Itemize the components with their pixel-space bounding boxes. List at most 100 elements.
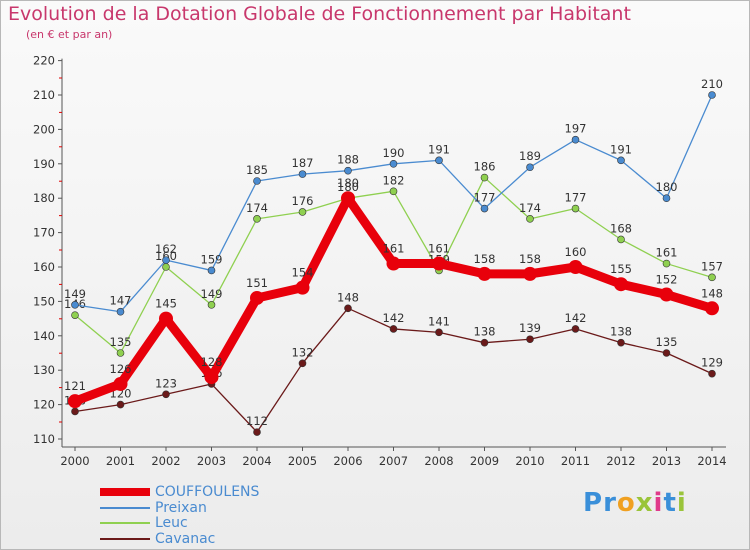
x-tick-label: 2007 — [379, 454, 408, 468]
y-tick-label: 130 — [33, 363, 55, 377]
legend-label: Cavanac — [155, 530, 216, 547]
logo-letter: x — [635, 488, 654, 518]
data-label: 174 — [246, 201, 268, 215]
data-point — [526, 335, 534, 344]
data-point — [389, 160, 398, 168]
chart-title: Evolution de la Dotation Globale de Fonc… — [8, 3, 631, 25]
data-point — [113, 376, 128, 391]
logo-letter: i — [653, 488, 664, 518]
data-point — [159, 311, 173, 326]
data-label: 139 — [519, 321, 541, 335]
data-point — [253, 215, 261, 223]
legend-swatch — [100, 506, 150, 509]
data-point — [435, 156, 443, 165]
data-label: 121 — [64, 379, 86, 393]
data-point — [708, 273, 716, 282]
data-label: 189 — [519, 149, 541, 163]
data-label: 160 — [155, 249, 177, 263]
data-point — [116, 307, 125, 316]
data-point — [250, 290, 264, 305]
data-label: 168 — [610, 221, 632, 235]
data-label: 126 — [110, 362, 132, 376]
data-label: 151 — [246, 276, 268, 290]
data-point — [162, 263, 170, 271]
data-label: 147 — [110, 294, 132, 308]
data-point — [298, 208, 307, 216]
data-point — [71, 301, 79, 309]
data-label: 162 — [155, 242, 177, 256]
data-label: 138 — [474, 325, 496, 339]
y-tick-label: 200 — [33, 122, 55, 136]
data-point — [204, 370, 219, 385]
data-label: 149 — [64, 287, 86, 301]
data-point — [253, 177, 261, 185]
data-point — [389, 325, 398, 333]
y-tick-label: 210 — [33, 88, 55, 102]
data-label: 112 — [246, 414, 268, 428]
logo-letter: r — [603, 488, 617, 518]
data-label: 185 — [246, 163, 268, 177]
logo-letter: P — [583, 488, 604, 518]
data-label: 142 — [565, 311, 587, 325]
x-tick-label: 2014 — [697, 454, 726, 468]
data-label: 191 — [428, 142, 450, 156]
x-tick-label: 2002 — [151, 454, 180, 468]
x-tick-label: 2000 — [60, 454, 89, 468]
data-point — [116, 349, 125, 357]
data-label: 149 — [201, 287, 223, 301]
logo-letter: t — [663, 488, 677, 518]
data-point — [617, 338, 625, 347]
data-point — [71, 311, 79, 319]
data-point — [432, 256, 446, 271]
logo-letter: i — [676, 488, 687, 518]
x-tick-label: 2011 — [561, 454, 590, 468]
legend-swatch — [100, 537, 150, 540]
data-label: 210 — [701, 77, 723, 91]
data-label: 138 — [610, 325, 632, 339]
data-label: 155 — [610, 262, 632, 276]
data-point — [298, 359, 307, 368]
data-point — [341, 191, 355, 206]
legend-label: Preixan — [155, 499, 207, 516]
data-label: 161 — [428, 242, 450, 256]
y-tick-label: 180 — [33, 191, 55, 205]
y-tick-label: 190 — [33, 157, 55, 171]
data-label: 129 — [701, 356, 723, 370]
chart-subtitle: (en € et par an) — [26, 28, 113, 41]
y-tick-label: 150 — [33, 294, 55, 308]
y-tick-label: 220 — [33, 54, 55, 68]
data-point — [526, 163, 534, 172]
data-point — [708, 91, 716, 99]
data-label: 135 — [656, 335, 678, 349]
data-point — [617, 235, 625, 244]
data-point — [386, 256, 401, 271]
data-point — [571, 204, 580, 213]
data-label: 177 — [565, 191, 587, 205]
data-point — [207, 266, 216, 275]
data-point — [659, 287, 674, 302]
y-tick-label: 120 — [33, 398, 55, 412]
data-label: 160 — [565, 245, 587, 259]
x-tick-label: 2006 — [333, 454, 362, 468]
x-tick-label: 2012 — [606, 454, 635, 468]
data-label: 180 — [337, 180, 359, 194]
data-label: 132 — [292, 345, 314, 359]
data-point — [298, 170, 307, 178]
proxiti-logo: Proxiti — [583, 488, 687, 518]
data-label: 180 — [656, 180, 678, 194]
logo-letter: o — [616, 488, 636, 518]
data-point — [617, 156, 625, 165]
data-label: 190 — [383, 146, 405, 160]
data-label: 177 — [474, 191, 496, 205]
x-tick-label: 2010 — [515, 454, 544, 468]
y-tick-label: 110 — [33, 432, 55, 446]
x-tick-label: 2004 — [242, 454, 271, 468]
legend-swatch — [100, 488, 150, 496]
data-label: 141 — [428, 314, 450, 328]
data-point — [207, 301, 216, 309]
data-point — [571, 325, 580, 333]
data-label: 148 — [337, 290, 359, 304]
x-tick-label: 2003 — [197, 454, 226, 468]
data-point — [389, 187, 398, 196]
data-point — [253, 428, 261, 436]
